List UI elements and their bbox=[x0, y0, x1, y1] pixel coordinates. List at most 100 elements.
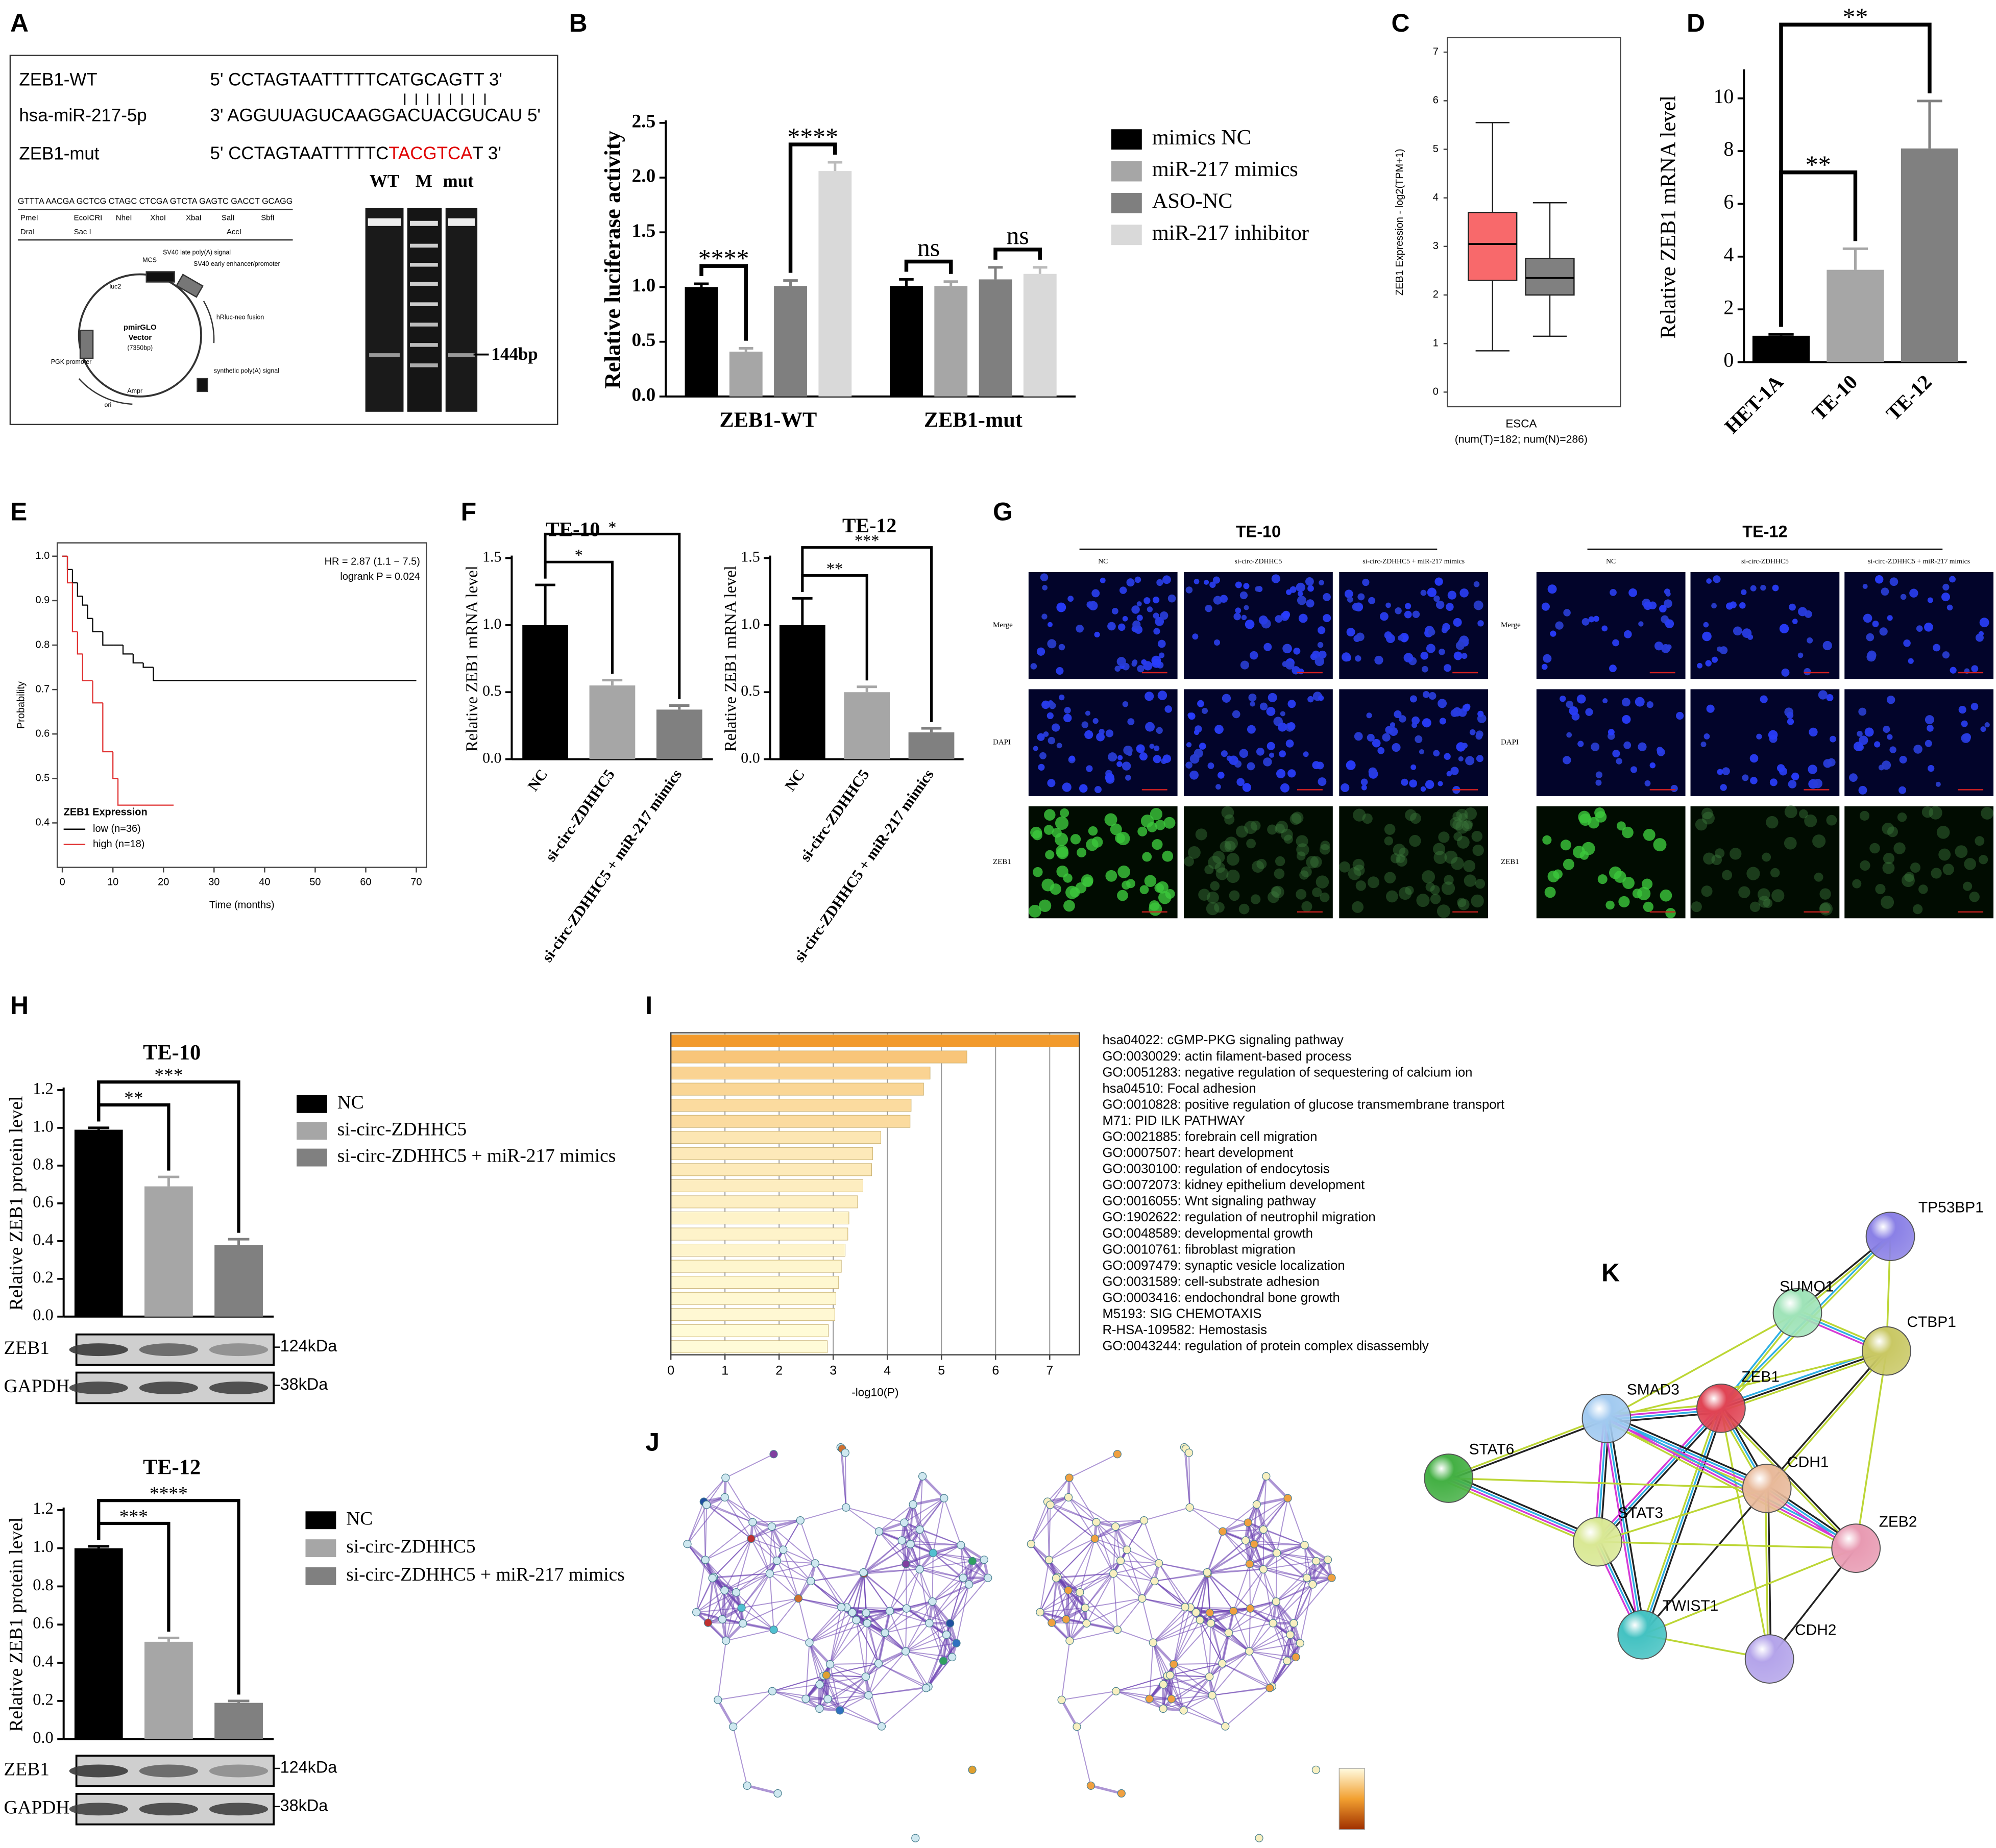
blot-band bbox=[139, 1764, 199, 1778]
pairing bbox=[404, 93, 486, 105]
network-edge bbox=[718, 1690, 773, 1701]
cell bbox=[1319, 844, 1330, 855]
cell bbox=[1263, 757, 1272, 767]
network-edge bbox=[1094, 1538, 1114, 1574]
interaction-edge bbox=[1721, 1407, 1858, 1548]
network-edge bbox=[724, 1497, 752, 1539]
y-tick-label: 1.0 bbox=[631, 275, 655, 296]
x-tick-label: 1 bbox=[721, 1364, 728, 1378]
micrograph bbox=[1844, 806, 1994, 919]
network-edge bbox=[889, 1611, 906, 1652]
cell bbox=[1769, 778, 1778, 786]
significance-label: ns bbox=[1006, 221, 1029, 250]
bar bbox=[729, 351, 763, 397]
cell bbox=[1637, 886, 1651, 900]
blot-band bbox=[209, 1803, 269, 1816]
panel-label: H bbox=[10, 991, 29, 1020]
cell bbox=[1935, 781, 1941, 787]
cell bbox=[1883, 726, 1890, 733]
bar bbox=[670, 1340, 828, 1353]
cell bbox=[1132, 620, 1141, 629]
network-edge bbox=[1050, 1504, 1096, 1539]
cell bbox=[1929, 806, 1942, 820]
cell bbox=[1352, 901, 1364, 913]
category-label: GO:0010828: positive regulation of gluco… bbox=[1102, 1097, 1504, 1112]
cell bbox=[1088, 826, 1098, 836]
network-edge bbox=[703, 1477, 726, 1502]
network-node bbox=[692, 1608, 701, 1617]
cell bbox=[1028, 904, 1041, 918]
network-node bbox=[747, 1534, 756, 1543]
network-edge bbox=[1060, 1699, 1078, 1728]
panel-label: G bbox=[993, 497, 1013, 526]
network-edge bbox=[1275, 1553, 1278, 1602]
cell bbox=[1126, 578, 1135, 587]
x-tick-label: 4 bbox=[884, 1364, 891, 1378]
cell bbox=[1711, 656, 1718, 663]
cell bbox=[1700, 741, 1707, 747]
feature-label: hRluc-neo fusion bbox=[216, 314, 264, 321]
interaction-edge bbox=[1767, 1488, 1772, 1659]
network-edge bbox=[1263, 1560, 1317, 1570]
km-step bbox=[117, 778, 174, 806]
network-edge bbox=[929, 1623, 944, 1661]
protein-node bbox=[1772, 1288, 1822, 1338]
y-tick-label: 0.0 bbox=[33, 1729, 54, 1747]
cell bbox=[1623, 630, 1632, 638]
sequence-label: ZEB1-WT bbox=[19, 70, 97, 90]
network-node bbox=[801, 1694, 810, 1703]
panel-label: C bbox=[1392, 9, 1410, 37]
column-label: si-circ-ZDHHC5 + miR-217 mimics bbox=[1362, 557, 1465, 565]
cell bbox=[1204, 579, 1209, 585]
network-edge bbox=[819, 1675, 827, 1709]
protein-label: ZEB1 bbox=[1741, 1368, 1780, 1385]
network-edge bbox=[696, 1592, 737, 1613]
cell bbox=[1392, 743, 1401, 752]
network-edge bbox=[879, 1521, 905, 1533]
cell bbox=[1131, 661, 1137, 667]
network-edge bbox=[705, 1538, 751, 1561]
network-edge bbox=[725, 1477, 753, 1523]
column-label: si-circ-ZDHHC5 bbox=[1235, 557, 1282, 565]
protein-node bbox=[1744, 1634, 1794, 1684]
cell bbox=[1282, 644, 1291, 652]
network-edge bbox=[921, 1475, 945, 1499]
protein-label: STAT3 bbox=[1618, 1505, 1663, 1521]
cell bbox=[1116, 657, 1126, 667]
network-edge bbox=[905, 1608, 907, 1652]
cell bbox=[1395, 607, 1402, 614]
cell bbox=[1713, 575, 1721, 583]
network-edge bbox=[1209, 1677, 1226, 1727]
interaction-edge bbox=[1606, 1312, 1798, 1419]
cell bbox=[1788, 780, 1797, 789]
cell bbox=[1119, 586, 1127, 594]
cell bbox=[1722, 870, 1733, 880]
cell bbox=[1897, 812, 1907, 822]
legend-swatch bbox=[305, 1567, 336, 1585]
cell bbox=[1649, 762, 1656, 769]
network-edge bbox=[733, 1727, 748, 1786]
y-tick-label: 4 bbox=[1433, 192, 1439, 203]
network-edge bbox=[1051, 1590, 1069, 1623]
cell bbox=[1465, 756, 1475, 766]
cell bbox=[1368, 767, 1377, 776]
cell bbox=[1047, 622, 1053, 627]
cell bbox=[1459, 588, 1469, 598]
network-node bbox=[1138, 1594, 1147, 1603]
network-edge bbox=[851, 1572, 864, 1613]
y-tick-label: 0.0 bbox=[482, 749, 501, 766]
cell bbox=[1823, 759, 1832, 768]
network-edge bbox=[830, 1607, 847, 1665]
cell bbox=[1566, 732, 1572, 738]
feature-label: synthetic poly(A) signal bbox=[214, 367, 279, 374]
network-edge bbox=[865, 1623, 868, 1677]
interaction-edge bbox=[1448, 1416, 1606, 1478]
network-edge bbox=[1096, 1521, 1128, 1550]
network-edge bbox=[919, 1544, 961, 1570]
group-title: TE-10 bbox=[1236, 522, 1281, 540]
category-label: GO:0003416: endochondral bone growth bbox=[1102, 1291, 1340, 1305]
cell bbox=[1393, 844, 1406, 856]
category-label: GO:0072073: kidney epithelium developmen… bbox=[1102, 1178, 1365, 1192]
cell bbox=[1439, 648, 1445, 655]
cell bbox=[1814, 872, 1823, 882]
